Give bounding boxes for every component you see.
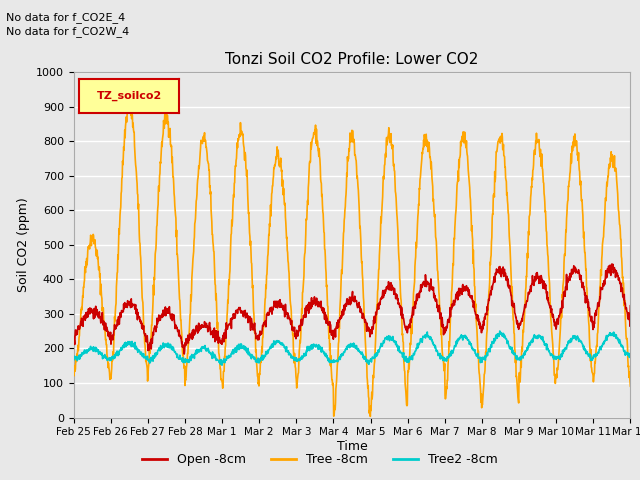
X-axis label: Time: Time — [337, 440, 367, 453]
Text: No data for f_CO2W_4: No data for f_CO2W_4 — [6, 26, 130, 37]
Y-axis label: Soil CO2 (ppm): Soil CO2 (ppm) — [17, 197, 30, 292]
Text: No data for f_CO2E_4: No data for f_CO2E_4 — [6, 12, 125, 23]
Legend: Open -8cm, Tree -8cm, Tree2 -8cm: Open -8cm, Tree -8cm, Tree2 -8cm — [137, 448, 503, 471]
Title: Tonzi Soil CO2 Profile: Lower CO2: Tonzi Soil CO2 Profile: Lower CO2 — [225, 52, 479, 67]
